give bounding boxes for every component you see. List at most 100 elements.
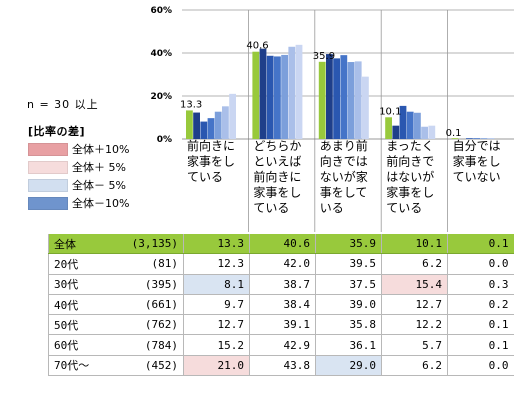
legend-item: 全体＋ 5%	[28, 159, 129, 175]
bar	[318, 61, 326, 139]
table-row: 20代 (81) 12.3 42.0 39.5 6.2 0.0	[48, 253, 514, 275]
value-cell: 0.3	[447, 274, 514, 295]
category-label: まったく前向きではないが家事をしている	[386, 139, 434, 215]
legend-label: 全体＋10%	[72, 143, 130, 156]
sample-size-note: n = 30 以上	[27, 98, 99, 111]
bar-chart: 0% 20% 40% 60% 13.3 40.6 35.9 10.1 0.1 前向きに家事をしてい…	[150, 6, 514, 232]
value-cell: 40.6	[249, 234, 316, 255]
y-tick-label: 20%	[150, 92, 172, 102]
value-cell: 13.3	[183, 234, 250, 255]
sample-count-cell: (661)	[113, 294, 184, 316]
legend-swatch	[28, 142, 68, 156]
value-cell: 0.0	[447, 355, 514, 377]
value-cell: 39.1	[249, 314, 316, 336]
bar	[288, 46, 296, 139]
value-cell: 9.7	[183, 294, 250, 316]
value-cell: 37.5	[315, 274, 382, 295]
category-label: どちらかといえば前向きに家事をしている	[253, 139, 301, 215]
data-table: 全体 (3,135) 13.3 40.6 35.9 10.1 0.1 20代 (81) 12.3 4…	[48, 234, 514, 377]
bar	[274, 56, 281, 139]
value-cell: 39.0	[315, 294, 382, 316]
age-group-cell: 30代	[48, 274, 114, 295]
sample-count-cell: (762)	[113, 314, 184, 336]
bar	[229, 93, 236, 139]
value-label: 13.3	[180, 99, 202, 110]
value-cell: 0.0	[447, 253, 514, 275]
table-row: 70代～ (452) 21.0 43.8 29.0 6.2 0.0	[48, 355, 514, 377]
bar	[186, 110, 193, 139]
y-tick-label: 40%	[150, 49, 172, 59]
bar	[252, 51, 260, 139]
value-cell: 35.9	[315, 234, 382, 255]
value-cell: 0.2	[447, 294, 514, 316]
legend-item: 全体－10%	[28, 195, 129, 211]
legend-swatch	[28, 196, 68, 210]
value-cell: 6.2	[381, 253, 448, 275]
value-cell: 12.7	[381, 294, 448, 316]
value-cell: 0.1	[447, 314, 514, 336]
sample-count-cell: (3,135)	[113, 234, 184, 255]
value-cell: 29.0	[315, 355, 382, 377]
bar	[487, 138, 495, 139]
value-cell: 6.2	[381, 355, 448, 377]
legend-label: 全体＋ 5%	[72, 161, 126, 174]
category-label: 前向きに家事をしている	[187, 138, 235, 184]
bar	[259, 48, 267, 140]
bar	[207, 118, 215, 139]
bar	[354, 61, 362, 140]
age-group-cell: 70代～	[48, 355, 114, 377]
value-label: 40.6	[246, 41, 268, 52]
value-cell: 0.1	[447, 234, 514, 255]
legend-label: 全体－10%	[72, 197, 130, 210]
bar	[480, 138, 488, 139]
age-group-cell: 40代	[48, 294, 114, 316]
value-cell: 8.1	[183, 274, 250, 295]
sample-count-cell: (784)	[113, 334, 184, 356]
bar	[295, 44, 303, 139]
value-cell: 15.4	[381, 274, 448, 295]
bar	[406, 111, 414, 139]
bar	[340, 55, 348, 139]
sample-count-cell: (81)	[113, 253, 184, 275]
value-cell: 15.2	[183, 334, 250, 356]
bar	[222, 106, 229, 139]
legend-label: 全体－ 5%	[72, 179, 126, 192]
legend: [比率の差] 全体＋10% 全体＋ 5% 全体－ 5% 全体－10%	[28, 123, 129, 211]
sample-count-cell: (395)	[113, 274, 184, 295]
category-label: 自分では家事をしていない	[453, 139, 501, 184]
value-cell: 12.2	[381, 314, 448, 336]
value-label: 35.9	[313, 51, 335, 62]
bar	[385, 117, 392, 139]
legend-swatch	[28, 178, 68, 192]
legend-item: 全体＋10%	[28, 141, 129, 157]
table-row: 50代 (762) 12.7 39.1 35.8 12.2 0.1	[48, 314, 514, 336]
legend-title: [比率の差]	[28, 125, 86, 138]
value-cell: 42.0	[249, 253, 316, 275]
age-group-cell: 60代	[48, 334, 114, 356]
bar	[362, 76, 369, 139]
value-cell: 0.1	[447, 334, 514, 356]
age-group-cell: 全体	[48, 234, 114, 255]
age-group-cell: 20代	[48, 253, 114, 275]
bar	[326, 54, 333, 140]
value-cell: 21.0	[183, 355, 250, 377]
value-label: 10.1	[379, 106, 401, 117]
value-cell: 38.7	[249, 274, 316, 295]
bar	[421, 126, 428, 139]
table-row: 40代 (661) 9.7 38.4 39.0 12.7 0.2	[48, 294, 514, 316]
value-cell: 10.1	[381, 234, 448, 255]
bar	[200, 121, 208, 139]
bar	[333, 58, 340, 139]
sample-count-cell: (452)	[113, 355, 184, 377]
bar	[347, 62, 355, 139]
legend-swatch	[28, 160, 68, 174]
bar	[414, 112, 421, 139]
bar	[193, 112, 200, 139]
value-label: 0.1	[446, 128, 462, 139]
value-cell: 12.7	[183, 314, 250, 336]
value-cell: 36.1	[315, 334, 382, 356]
bar	[466, 138, 473, 139]
bar	[392, 125, 400, 139]
bar	[399, 105, 407, 139]
value-cell: 39.5	[315, 253, 382, 275]
